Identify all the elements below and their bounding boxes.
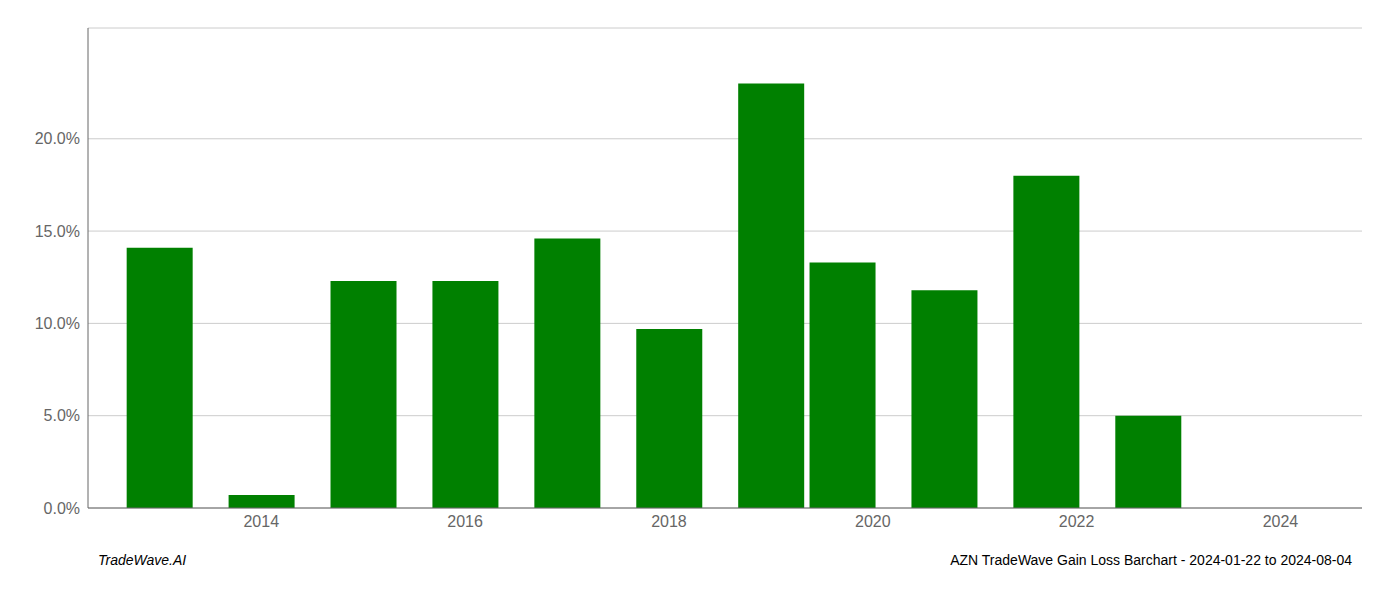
svg-text:2016: 2016 (447, 513, 483, 530)
svg-text:20.0%: 20.0% (35, 130, 80, 147)
svg-text:15.0%: 15.0% (35, 223, 80, 240)
svg-text:2018: 2018 (651, 513, 687, 530)
html-text:TradeWave.AI: TradeWave.AI (98, 552, 187, 568)
svg-text:10.0%: 10.0% (35, 315, 80, 332)
svg-text:2024: 2024 (1263, 513, 1299, 530)
svg-text:2020: 2020 (855, 513, 891, 530)
svg-text:5.0%: 5.0% (44, 407, 80, 424)
svg-text:0.0%: 0.0% (44, 500, 80, 517)
html-text:AZN TradeWave Gain Loss Barcha: AZN TradeWave Gain Loss Barchart - 2024-… (950, 552, 1352, 568)
svg-text:2014: 2014 (243, 513, 279, 530)
svg-text:2022: 2022 (1059, 513, 1095, 530)
